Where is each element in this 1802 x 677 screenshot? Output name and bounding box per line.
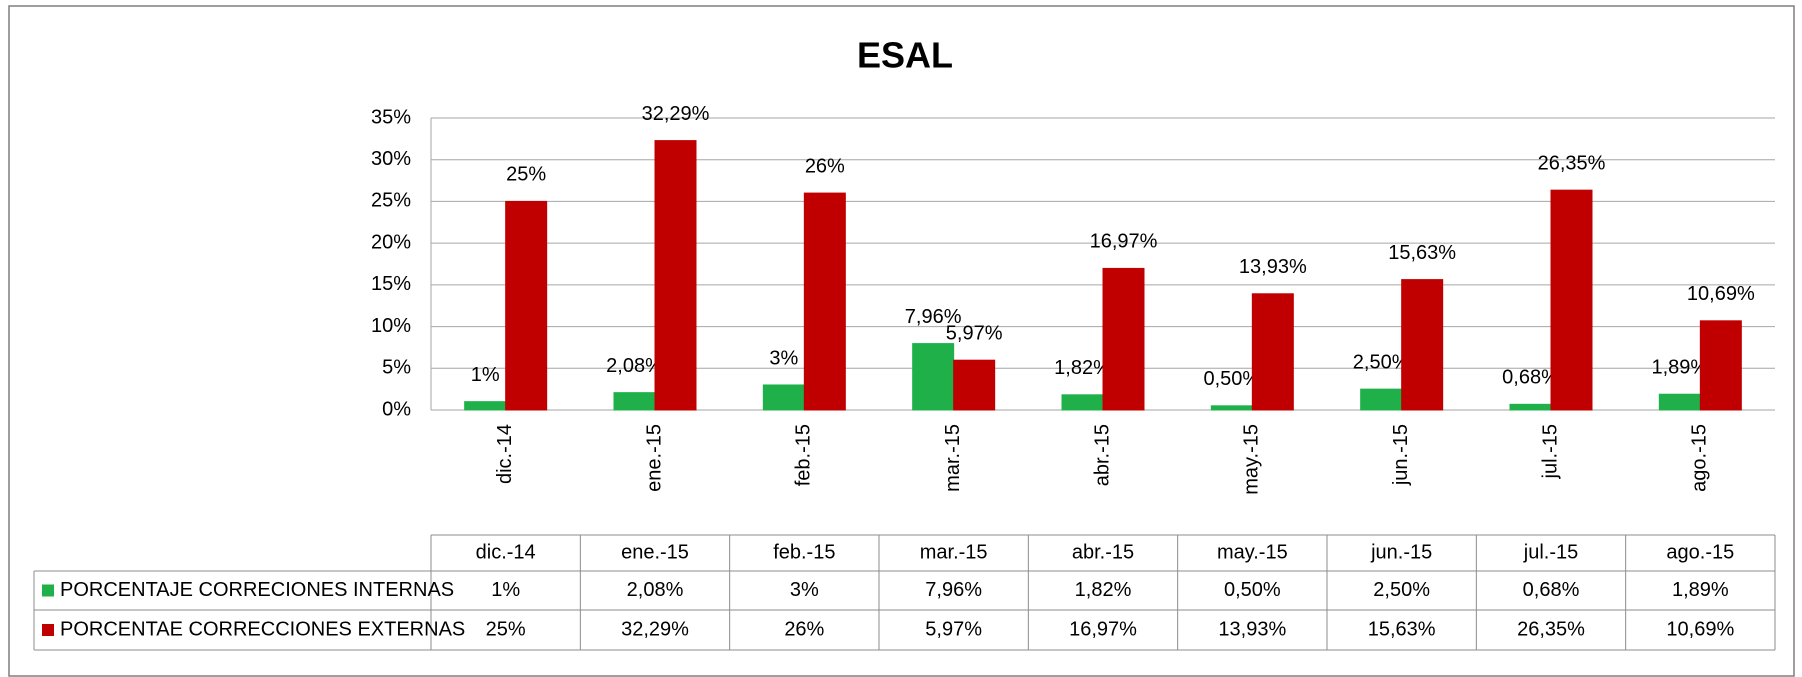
bar — [1550, 189, 1593, 411]
data-label: 15,63% — [1388, 242, 1456, 264]
x-tick-label: ene.-15 — [643, 424, 665, 492]
bar — [1210, 405, 1253, 411]
table-cell: 0,50% — [1224, 579, 1281, 601]
bar — [1658, 393, 1701, 411]
y-tick-label: 10% — [371, 315, 411, 337]
y-tick-label: 5% — [382, 357, 411, 379]
bar — [953, 359, 996, 411]
table-cell: 16,97% — [1069, 618, 1137, 640]
legend-swatch — [42, 624, 54, 636]
data-label: 2,08% — [606, 355, 663, 377]
chart-frame — [8, 5, 1795, 677]
data-label: 7,96% — [905, 306, 962, 328]
table-cell: 10,69% — [1666, 618, 1734, 640]
y-tick-label: 15% — [371, 273, 411, 295]
data-label: 0,68% — [1502, 367, 1559, 389]
table-header: jul.-15 — [1523, 541, 1578, 563]
table-cell: 15,63% — [1368, 618, 1436, 640]
data-label: 3% — [769, 347, 798, 369]
x-tick-label: abr.-15 — [1091, 424, 1113, 486]
table-cell: 2,50% — [1373, 579, 1430, 601]
bar — [1509, 403, 1552, 411]
bar — [613, 392, 656, 411]
table-header: may.-15 — [1217, 541, 1288, 563]
bar — [762, 384, 805, 411]
table-header: ene.-15 — [621, 541, 689, 563]
data-label: 1% — [471, 364, 500, 386]
y-tick-label: 35% — [371, 106, 411, 128]
bar — [464, 401, 507, 411]
table-cell: 1% — [491, 579, 520, 601]
table-cell: 1,82% — [1075, 579, 1132, 601]
y-tick-label: 25% — [371, 190, 411, 212]
table-header: mar.-15 — [920, 541, 988, 563]
data-label: 25% — [506, 164, 546, 186]
table-cell: 2,08% — [627, 579, 684, 601]
bar — [1061, 394, 1104, 411]
legend-swatch — [42, 584, 54, 597]
table-cell: 7,96% — [925, 579, 982, 601]
table-cell: 3% — [790, 579, 819, 601]
legend-label: PORCENTAE CORRECCIONES EXTERNAS — [60, 618, 465, 640]
bar — [654, 140, 697, 411]
bar — [1251, 293, 1294, 411]
y-tick-label: 0% — [382, 398, 411, 420]
bar — [1401, 279, 1444, 411]
bar — [1102, 267, 1145, 411]
table-header: abr.-15 — [1072, 541, 1134, 563]
chart-title: ESAL — [857, 35, 953, 76]
data-label: 1,82% — [1054, 357, 1111, 379]
legend-label: PORCENTAJE CORRECIONES INTERNAS — [60, 579, 454, 601]
y-tick-label: 30% — [371, 148, 411, 170]
data-label: 16,97% — [1090, 231, 1158, 253]
table-cell: 26,35% — [1517, 618, 1585, 640]
data-label: 0,50% — [1203, 368, 1260, 390]
x-tick-label: jun.-15 — [1390, 424, 1412, 486]
table-header: jun.-15 — [1370, 541, 1432, 563]
table-cell: 5,97% — [925, 618, 982, 640]
data-label: 1,89% — [1651, 357, 1708, 379]
y-tick-label: 20% — [371, 231, 411, 253]
bar — [505, 200, 548, 411]
bar — [1699, 320, 1742, 411]
data-label: 5,97% — [946, 322, 1003, 344]
table-header: dic.-14 — [476, 541, 536, 563]
table-cell: 1,89% — [1672, 579, 1729, 601]
table-cell: 0,68% — [1523, 579, 1580, 601]
x-tick-label: dic.-14 — [494, 424, 516, 484]
table-header: ago.-15 — [1666, 541, 1734, 563]
x-tick-label: ago.-15 — [1689, 424, 1711, 492]
bar — [803, 192, 846, 411]
data-label: 2,50% — [1353, 351, 1410, 373]
x-tick-label: may.-15 — [1241, 424, 1263, 495]
table-cell: 25% — [486, 618, 526, 640]
data-label: 26% — [805, 155, 845, 177]
table-cell: 26% — [784, 618, 824, 640]
bar — [912, 343, 955, 411]
x-tick-label: jul.-15 — [1539, 424, 1561, 479]
data-label: 32,29% — [642, 103, 710, 125]
x-tick-label: feb.-15 — [793, 424, 815, 486]
data-label: 10,69% — [1687, 283, 1755, 305]
table-cell: 13,93% — [1218, 618, 1286, 640]
data-label: 26,35% — [1538, 152, 1606, 174]
data-label: 13,93% — [1239, 256, 1307, 278]
table-cell: 32,29% — [621, 618, 689, 640]
bar — [1360, 388, 1403, 411]
x-tick-label: mar.-15 — [942, 424, 964, 492]
table-header: feb.-15 — [773, 541, 835, 563]
